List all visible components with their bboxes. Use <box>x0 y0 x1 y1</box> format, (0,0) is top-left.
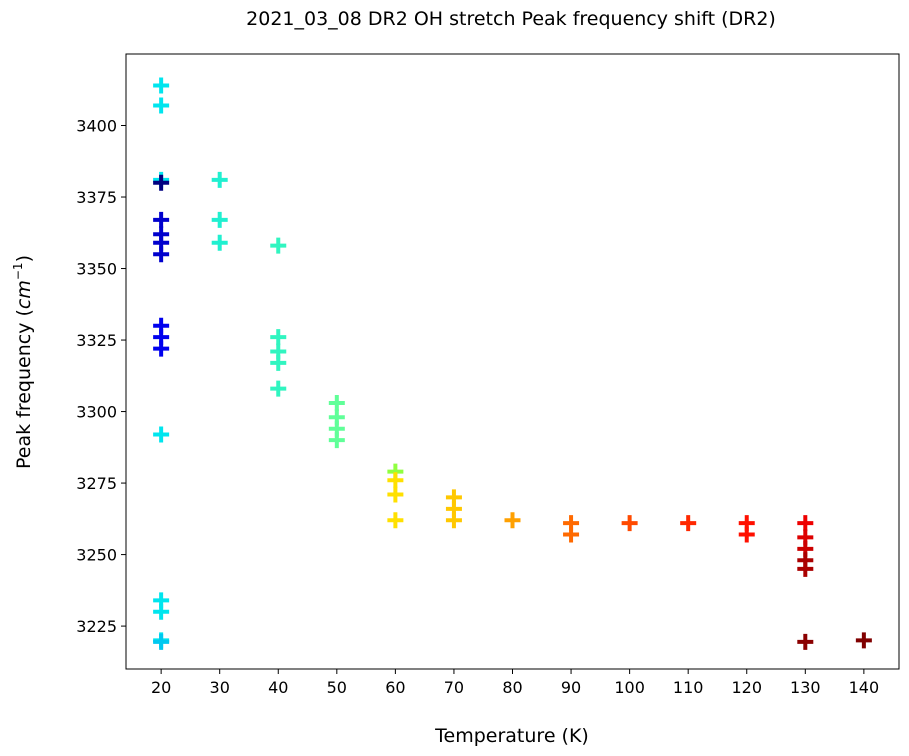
x-axis-label: Temperature (K) <box>434 725 589 747</box>
data-point <box>621 515 638 532</box>
x-tick-label: 20 <box>151 678 171 697</box>
data-point <box>153 426 170 443</box>
data-point <box>153 603 170 620</box>
data-point <box>270 329 287 346</box>
data-point <box>563 526 580 543</box>
data-point <box>328 432 345 449</box>
data-point <box>153 246 170 263</box>
x-tick-label: 40 <box>268 678 288 697</box>
data-point <box>153 77 170 94</box>
data-point <box>153 211 170 228</box>
data-point <box>445 512 462 529</box>
data-point <box>153 340 170 357</box>
data-point <box>387 512 404 529</box>
data-point <box>797 515 814 532</box>
y-axis-label: Peak frequency (cm−1) <box>11 255 35 469</box>
data-point <box>387 486 404 503</box>
x-tick-label: 50 <box>327 678 347 697</box>
data-point <box>211 171 228 188</box>
data-point <box>797 633 814 650</box>
chart-title: 2021_03_08 DR2 OH stretch Peak frequency… <box>246 8 776 30</box>
x-tick-label: 100 <box>614 678 645 697</box>
x-tick-label: 130 <box>790 678 821 697</box>
y-axis-label-end: ) <box>13 255 35 262</box>
data-point <box>387 472 404 489</box>
data-point <box>211 211 228 228</box>
data-point <box>270 380 287 397</box>
data-point <box>504 512 521 529</box>
x-tick-label: 140 <box>849 678 880 697</box>
data-point <box>153 633 170 650</box>
data-point <box>797 560 814 577</box>
y-tick-label: 3400 <box>76 117 117 136</box>
data-points <box>153 77 872 650</box>
data-point <box>680 515 697 532</box>
data-point <box>328 394 345 411</box>
x-tick-label: 70 <box>444 678 464 697</box>
data-point <box>153 174 170 191</box>
y-tick-label: 3225 <box>76 617 117 636</box>
x-axis: 20 30 40 50 60 70 80 90 100 110 120 130 140 <box>151 669 879 697</box>
x-tick-label: 120 <box>731 678 762 697</box>
x-tick-label: 80 <box>502 678 522 697</box>
y-axis-label-main: Peak frequency ( <box>13 309 35 469</box>
y-axis: 3225 3250 3275 3300 3325 3350 3375 3400 <box>76 117 126 636</box>
data-point <box>270 237 287 254</box>
y-tick-label: 3300 <box>76 403 117 422</box>
y-tick-label: 3250 <box>76 546 117 565</box>
data-point <box>153 97 170 114</box>
plot-frame <box>125 53 900 670</box>
y-tick-label: 3350 <box>76 260 117 279</box>
y-tick-label: 3325 <box>76 331 117 350</box>
y-axis-label-exp: −1 <box>11 262 25 280</box>
x-tick-label: 30 <box>210 678 230 697</box>
y-tick-label: 3275 <box>76 474 117 493</box>
x-tick-label: 90 <box>561 678 581 697</box>
y-tick-label: 3375 <box>76 188 117 207</box>
data-point <box>738 526 755 543</box>
data-point <box>211 234 228 251</box>
x-tick-label: 110 <box>673 678 704 697</box>
data-point <box>270 354 287 371</box>
y-axis-label-unit: cm <box>13 280 35 309</box>
x-tick-label: 60 <box>385 678 405 697</box>
data-point <box>855 632 872 649</box>
